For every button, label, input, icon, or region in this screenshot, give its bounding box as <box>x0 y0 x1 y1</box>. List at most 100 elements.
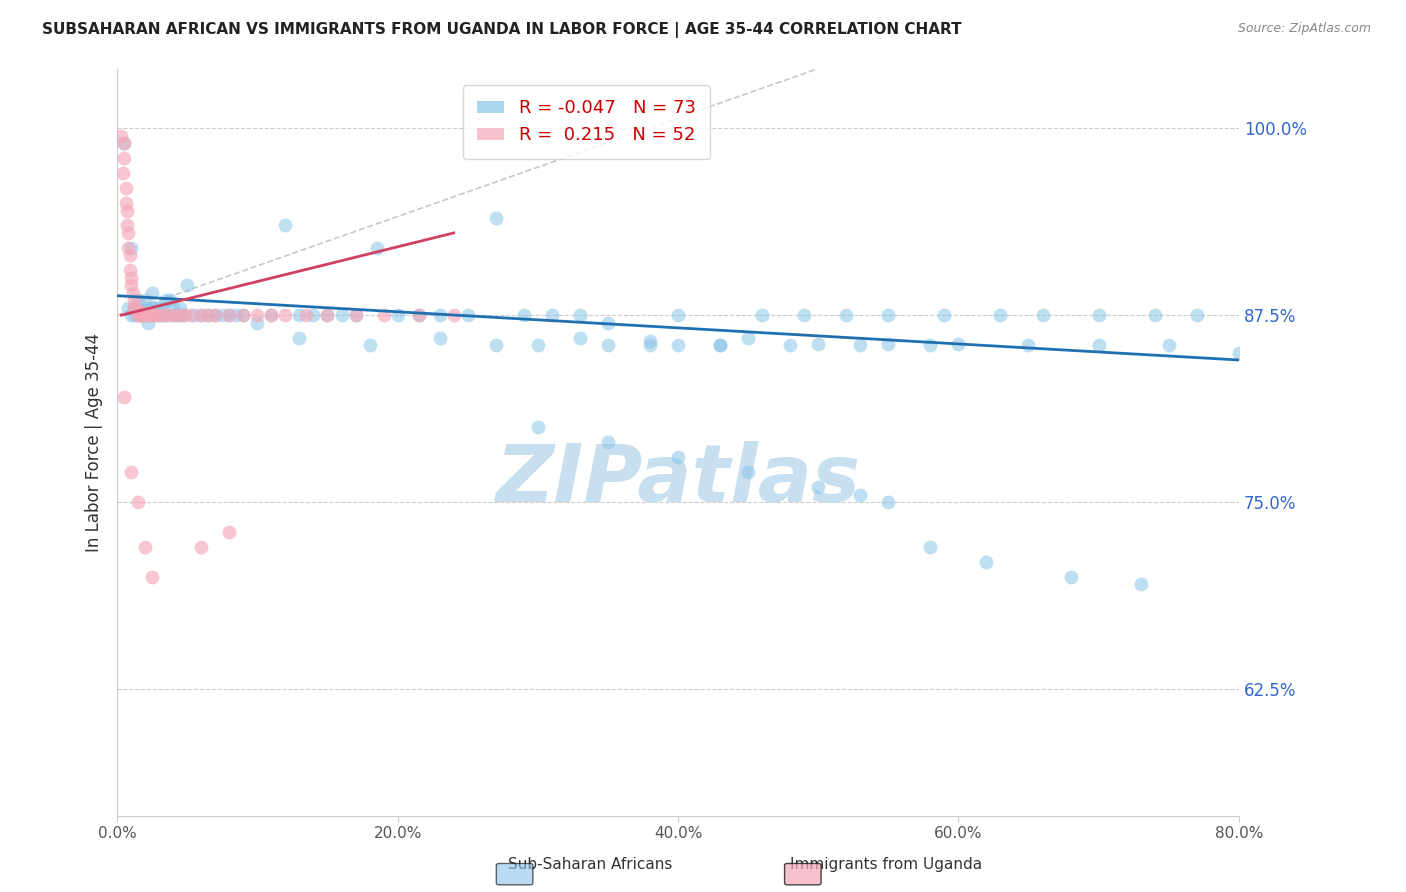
Point <box>232 308 254 322</box>
Point <box>132 307 155 321</box>
Point <box>260 308 283 322</box>
Point <box>141 301 163 315</box>
Point <box>316 308 339 322</box>
Point <box>1129 577 1152 591</box>
Text: SUBSAHARAN AFRICAN VS IMMIGRANTS FROM UGANDA IN LABOR FORCE | AGE 35-44 CORRELAT: SUBSAHARAN AFRICAN VS IMMIGRANTS FROM UG… <box>42 22 962 38</box>
Text: Sub-Saharan Africans: Sub-Saharan Africans <box>509 857 672 872</box>
Legend: R = -0.047   N = 73, R =  0.215   N = 52: R = -0.047 N = 73, R = 0.215 N = 52 <box>463 85 710 159</box>
Point <box>148 301 170 315</box>
Point <box>112 151 135 165</box>
Point <box>526 420 548 434</box>
Point <box>638 338 661 352</box>
Point <box>793 308 815 322</box>
Point <box>114 196 136 211</box>
Point <box>990 308 1012 322</box>
Point <box>218 524 240 539</box>
Point <box>948 336 970 351</box>
Point <box>568 330 591 344</box>
Point <box>920 540 942 554</box>
Point <box>443 308 465 322</box>
Point <box>190 308 212 322</box>
Point <box>136 308 159 322</box>
Point <box>162 301 184 315</box>
Point <box>117 241 139 255</box>
Point <box>180 308 202 322</box>
Point <box>120 270 142 285</box>
Point <box>849 487 872 501</box>
Point <box>835 308 858 322</box>
Point <box>387 308 409 322</box>
Point <box>596 316 619 330</box>
Point <box>877 495 900 509</box>
Point <box>737 465 759 479</box>
Point <box>162 308 184 322</box>
Point <box>155 293 177 308</box>
Point <box>218 308 240 322</box>
Point <box>141 308 163 322</box>
Point <box>115 219 138 233</box>
Point <box>274 308 297 322</box>
Point <box>145 301 167 315</box>
Point <box>204 308 226 322</box>
Point <box>136 316 159 330</box>
Point <box>288 330 311 344</box>
Point <box>148 308 170 322</box>
Point <box>143 308 166 322</box>
Point <box>302 308 325 322</box>
Point <box>131 308 153 322</box>
Point <box>596 338 619 352</box>
Text: ZIPatlas: ZIPatlas <box>495 441 860 518</box>
Point <box>131 308 153 322</box>
Point <box>807 480 830 494</box>
Point <box>429 308 451 322</box>
Point <box>169 301 191 315</box>
Point <box>709 338 731 352</box>
Point <box>141 285 163 300</box>
Point <box>638 334 661 348</box>
Point <box>129 308 152 322</box>
Point <box>159 293 181 308</box>
Point <box>274 219 297 233</box>
Point <box>155 308 177 322</box>
Point <box>111 166 134 180</box>
Point <box>260 308 283 322</box>
Point <box>218 308 240 322</box>
Point <box>666 450 689 465</box>
Point <box>316 308 339 322</box>
Point <box>134 308 156 322</box>
Point <box>877 308 900 322</box>
Point <box>540 308 562 322</box>
Point <box>121 285 143 300</box>
Point <box>152 308 174 322</box>
Point <box>295 308 318 322</box>
Point <box>117 226 139 240</box>
Point <box>1059 570 1081 584</box>
Point <box>128 308 150 322</box>
Point <box>934 308 956 322</box>
Point <box>120 308 142 322</box>
Point <box>408 308 430 322</box>
Point <box>807 336 830 351</box>
Point <box>150 308 173 322</box>
Point <box>128 305 150 319</box>
Point <box>167 308 190 322</box>
Point <box>666 338 689 352</box>
Point <box>127 308 149 322</box>
Point <box>173 308 195 322</box>
Point <box>1227 345 1250 359</box>
Y-axis label: In Labor Force | Age 35-44: In Labor Force | Age 35-44 <box>86 333 103 552</box>
Point <box>150 301 173 315</box>
Point <box>136 301 159 315</box>
Point <box>122 301 145 315</box>
Point <box>190 540 212 554</box>
Point <box>197 308 219 322</box>
Point <box>134 540 156 554</box>
Point <box>330 308 353 322</box>
Point <box>457 308 479 322</box>
Point <box>125 305 148 319</box>
Point <box>165 308 187 322</box>
Point <box>373 308 395 322</box>
Point <box>141 308 163 322</box>
Point <box>112 390 135 404</box>
Point <box>877 336 900 351</box>
